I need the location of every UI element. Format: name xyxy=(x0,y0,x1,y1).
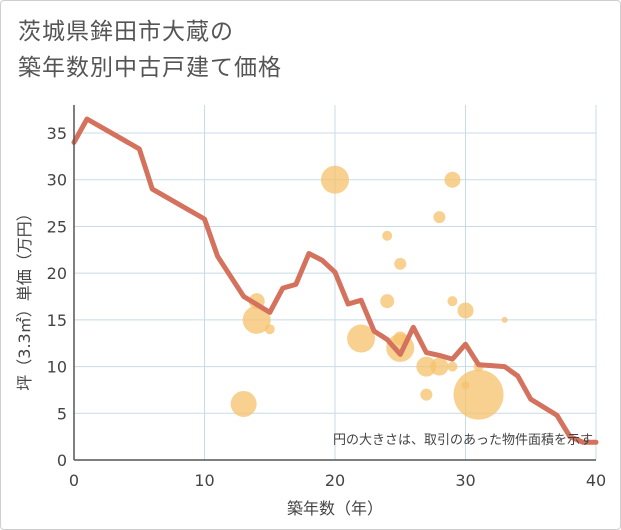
data-bubble xyxy=(501,316,508,323)
data-bubble xyxy=(416,356,437,377)
data-bubble xyxy=(380,294,395,309)
y-tick-labels: 0 5 10 15 20 25 30 35 xyxy=(47,124,67,470)
x-axis-label: 築年数（年） xyxy=(287,499,383,518)
data-bubble xyxy=(433,211,446,224)
data-bubble xyxy=(430,357,449,376)
y-tick-label: 20 xyxy=(47,264,67,283)
grid-lines xyxy=(74,105,597,460)
chart-title-line1: 茨城県鉾田市大蔵の xyxy=(18,19,234,45)
trend-line xyxy=(71,116,599,445)
data-bubble xyxy=(447,296,458,307)
data-bubble xyxy=(347,324,376,353)
data-bubble xyxy=(457,302,474,319)
y-tick-label: 25 xyxy=(47,217,67,236)
x-tick-label: 20 xyxy=(325,471,345,490)
axes xyxy=(73,105,596,461)
x-tick-label: 10 xyxy=(194,471,214,490)
bubble-layer xyxy=(230,165,508,420)
data-bubble xyxy=(242,305,271,334)
data-bubble xyxy=(444,171,461,188)
data-bubble xyxy=(321,165,349,194)
bubble-size-note: 円の大きさは、取引のあった物件面積を示す xyxy=(333,433,593,448)
data-bubble xyxy=(447,361,458,372)
data-bubble xyxy=(420,388,433,401)
chart-title-line2: 築年数別中古戸建て価格 xyxy=(18,55,282,81)
y-tick-label: 30 xyxy=(47,171,67,190)
data-bubble xyxy=(382,230,393,241)
x-tick-label: 30 xyxy=(455,471,475,490)
x-tick-label: 0 xyxy=(69,471,79,490)
y-tick-label: 15 xyxy=(47,311,67,330)
y-tick-label: 10 xyxy=(47,358,67,377)
y-tick-label: 35 xyxy=(47,124,67,143)
data-bubble xyxy=(453,369,504,420)
chart-title: 茨城県鉾田市大蔵の 築年数別中古戸建て価格 xyxy=(18,14,282,86)
data-bubble xyxy=(230,390,257,417)
data-bubble xyxy=(264,324,275,335)
y-axis-label: 坪（3.3㎡）単価（万円） xyxy=(15,205,34,390)
x-tick-label: 40 xyxy=(586,471,606,490)
y-tick-label: 5 xyxy=(57,404,67,423)
y-tick-label: 0 xyxy=(57,451,67,470)
x-tick-labels: 0 10 20 30 40 xyxy=(69,471,606,490)
data-bubble xyxy=(394,257,407,270)
